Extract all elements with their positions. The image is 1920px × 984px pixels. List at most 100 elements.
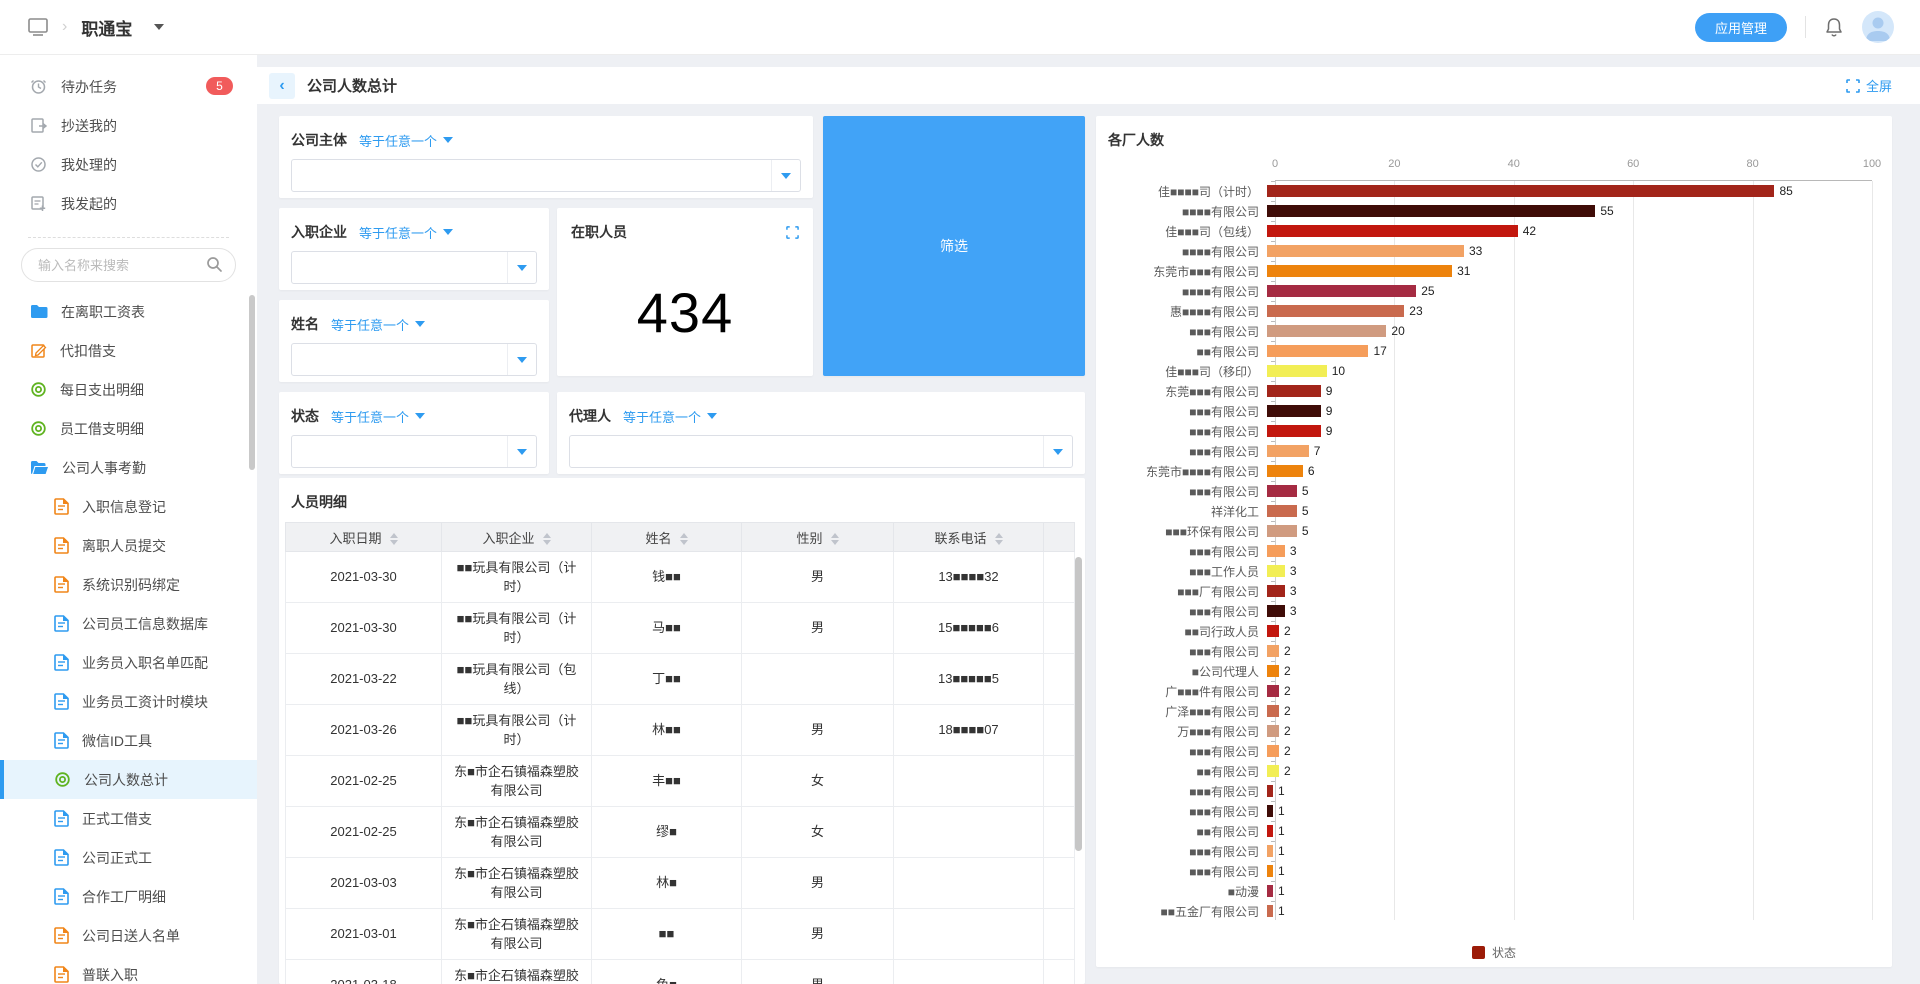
chart-bar-row-24[interactable]: ■公司代理人 2 bbox=[1096, 661, 1876, 681]
sidebar-item-3[interactable]: 员工借支明细 bbox=[0, 409, 257, 448]
chart-bar-row-14[interactable]: 东莞市■■■■有限公司 6 bbox=[1096, 461, 1876, 481]
chart-legend[interactable]: 状态 bbox=[1096, 944, 1892, 961]
column-header-0[interactable]: 入职日期 bbox=[285, 522, 442, 552]
name-select[interactable] bbox=[291, 343, 537, 376]
chart-bar-row-27[interactable]: 万■■■有限公司 2 bbox=[1096, 721, 1876, 741]
app-manage-button[interactable]: 应用管理 bbox=[1694, 12, 1787, 42]
hiring-company-select[interactable] bbox=[291, 251, 537, 284]
chart-bar-row-1[interactable]: ■■■■有限公司 55 bbox=[1096, 201, 1876, 221]
fullscreen-button[interactable]: 全屏 bbox=[1846, 67, 1892, 104]
app-title[interactable]: 职通宝 bbox=[81, 19, 133, 39]
filter-operator[interactable]: 等于任意一个 bbox=[331, 315, 426, 334]
filter-operator[interactable]: 等于任意一个 bbox=[359, 131, 454, 150]
chart-bar-row-35[interactable]: ■动漫 1 bbox=[1096, 881, 1876, 901]
chart-bar-row-0[interactable]: 佳■■■■司（计时） 85 bbox=[1096, 181, 1876, 201]
notification-bell-icon[interactable] bbox=[1824, 16, 1844, 38]
table-row-1[interactable]: 2021-03-30 ■■玩具有限公司（计时） 马■■ 男 15■■■■■6 bbox=[285, 602, 1075, 654]
desktop-icon[interactable] bbox=[28, 18, 48, 36]
chart-bar-row-10[interactable]: 东莞■■■有限公司 9 bbox=[1096, 381, 1876, 401]
chart-bar-row-26[interactable]: 广泽■■■有限公司 2 bbox=[1096, 701, 1876, 721]
sort-icon[interactable] bbox=[830, 533, 839, 546]
sidebar-quick-item-0[interactable]: 待办任务 5 bbox=[0, 67, 257, 106]
app-switcher-caret-icon[interactable] bbox=[154, 24, 165, 30]
sidebar-quick-item-3[interactable]: 我发起的 bbox=[0, 184, 257, 223]
chart-bar-row-6[interactable]: 惠■■■■有限公司 23 bbox=[1096, 301, 1876, 321]
chart-bar-row-7[interactable]: ■■■有限公司 20 bbox=[1096, 321, 1876, 341]
filter-operator[interactable]: 等于任意一个 bbox=[359, 223, 454, 242]
select-caret-icon[interactable] bbox=[1043, 436, 1072, 467]
sidebar-item-10[interactable]: 业务员工资计时模块 bbox=[0, 682, 257, 721]
sidebar-item-13[interactable]: 正式工借支 bbox=[0, 799, 257, 838]
filter-operator[interactable]: 等于任意一个 bbox=[623, 407, 718, 426]
sidebar-quick-item-1[interactable]: 抄送我的 bbox=[0, 106, 257, 145]
agent-select[interactable] bbox=[569, 435, 1073, 468]
column-header-1[interactable]: 入职企业 bbox=[441, 522, 592, 552]
chart-bar-row-21[interactable]: ■■■有限公司 3 bbox=[1096, 601, 1876, 621]
sidebar-item-6[interactable]: 离职人员提交 bbox=[0, 526, 257, 565]
select-caret-icon[interactable] bbox=[507, 436, 536, 467]
back-button[interactable]: ‹ bbox=[269, 72, 295, 99]
chart-bar-row-31[interactable]: ■■■有限公司 1 bbox=[1096, 801, 1876, 821]
chart-bar-row-29[interactable]: ■■有限公司 2 bbox=[1096, 761, 1876, 781]
chart-bar-row-12[interactable]: ■■■有限公司 9 bbox=[1096, 421, 1876, 441]
sort-icon[interactable] bbox=[542, 533, 551, 546]
chart-bar-row-9[interactable]: 佳■■■司（移印） 10 bbox=[1096, 361, 1876, 381]
select-caret-icon[interactable] bbox=[507, 252, 536, 283]
table-row-3[interactable]: 2021-03-26 ■■玩具有限公司（计时） 林■■ 男 18■■■■07 bbox=[285, 704, 1075, 756]
sidebar-item-15[interactable]: 合作工厂明细 bbox=[0, 877, 257, 916]
table-row-8[interactable]: 2021-03-18东■市企石镇福森塑胶有限公司色■男 bbox=[285, 959, 1075, 984]
search-icon[interactable] bbox=[206, 256, 223, 273]
sidebar-search-input[interactable] bbox=[21, 248, 236, 282]
chart-bar-row-30[interactable]: ■■■有限公司 1 bbox=[1096, 781, 1876, 801]
sidebar-item-5[interactable]: 入职信息登记 bbox=[0, 487, 257, 526]
sidebar-item-7[interactable]: 系统识别码绑定 bbox=[0, 565, 257, 604]
expand-icon[interactable] bbox=[786, 225, 799, 239]
column-header-2[interactable]: 姓名 bbox=[591, 522, 742, 552]
table-row-2[interactable]: 2021-03-22 ■■玩具有限公司（包线） 丁■■ 13■■■■■5 bbox=[285, 653, 1075, 705]
company-entity-select[interactable] bbox=[291, 159, 801, 192]
sidebar-item-8[interactable]: 公司员工信息数据库 bbox=[0, 604, 257, 643]
table-row-4[interactable]: 2021-02-25 东■市企石镇福森塑胶有限公司 丰■■ 女 bbox=[285, 755, 1075, 807]
sidebar-item-16[interactable]: 公司日送人名单 bbox=[0, 916, 257, 955]
chart-bar-row-36[interactable]: ■■五金厂有限公司 1 bbox=[1096, 901, 1876, 921]
sidebar-item-0[interactable]: 在离职工资表 bbox=[0, 292, 257, 331]
column-header-4[interactable]: 联系电话 bbox=[893, 522, 1044, 552]
chart-bar-row-22[interactable]: ■■司行政人员 2 bbox=[1096, 621, 1876, 641]
sidebar-scrollbar[interactable] bbox=[249, 295, 255, 470]
chart-bar-row-13[interactable]: ■■■有限公司 7 bbox=[1096, 441, 1876, 461]
table-row-0[interactable]: 2021-03-30 ■■玩具有限公司（计时） 钱■■ 男 13■■■■32 bbox=[285, 551, 1075, 603]
table-scrollbar[interactable] bbox=[1075, 557, 1082, 851]
chart-bar-row-28[interactable]: ■■■有限公司 2 bbox=[1096, 741, 1876, 761]
chart-bar-row-32[interactable]: ■■有限公司 1 bbox=[1096, 821, 1876, 841]
sidebar-quick-item-2[interactable]: 我处理的 bbox=[0, 145, 257, 184]
sort-icon[interactable] bbox=[994, 533, 1003, 546]
sidebar-item-12-selected[interactable]: 公司人数总计 bbox=[0, 760, 257, 799]
chart-bar-row-2[interactable]: 佳■■■司（包线） 42 bbox=[1096, 221, 1876, 241]
chart-bar-row-15[interactable]: ■■■有限公司 5 bbox=[1096, 481, 1876, 501]
chart-bar-row-11[interactable]: ■■■有限公司 9 bbox=[1096, 401, 1876, 421]
chart-bar-row-16[interactable]: 祥洋化工 5 bbox=[1096, 501, 1876, 521]
chart-bar-row-18[interactable]: ■■■有限公司 3 bbox=[1096, 541, 1876, 561]
filter-operator[interactable]: 等于任意一个 bbox=[331, 407, 426, 426]
sidebar-item-17[interactable]: 普联入职 bbox=[0, 955, 257, 984]
chart-bar-row-8[interactable]: ■■有限公司 17 bbox=[1096, 341, 1876, 361]
sidebar-item-14[interactable]: 公司正式工 bbox=[0, 838, 257, 877]
chart-bar-row-25[interactable]: 广■■■件有限公司 2 bbox=[1096, 681, 1876, 701]
status-select[interactable] bbox=[291, 435, 537, 468]
chart-bar-row-33[interactable]: ■■■有限公司 1 bbox=[1096, 841, 1876, 861]
sort-icon[interactable] bbox=[389, 533, 398, 546]
chart-bar-row-5[interactable]: ■■■■有限公司 25 bbox=[1096, 281, 1876, 301]
sidebar-item-9[interactable]: 业务员入职名单匹配 bbox=[0, 643, 257, 682]
chart-bar-row-4[interactable]: 东莞市■■■有限公司 31 bbox=[1096, 261, 1876, 281]
select-caret-icon[interactable] bbox=[507, 344, 536, 375]
chart-bar-row-17[interactable]: ■■■环保有限公司 5 bbox=[1096, 521, 1876, 541]
table-row-6[interactable]: 2021-03-03 东■市企石镇福森塑胶有限公司 林■ 男 bbox=[285, 857, 1075, 909]
sidebar-item-1[interactable]: 代扣借支 bbox=[0, 331, 257, 370]
chart-bar-row-34[interactable]: ■■■有限公司 1 bbox=[1096, 861, 1876, 881]
sidebar-item-11[interactable]: 微信ID工具 bbox=[0, 721, 257, 760]
table-row-5[interactable]: 2021-02-25 东■市企石镇福森塑胶有限公司 缪■ 女 bbox=[285, 806, 1075, 858]
sidebar-item-2[interactable]: 每日支出明细 bbox=[0, 370, 257, 409]
sort-icon[interactable] bbox=[679, 533, 688, 546]
chart-bar-row-3[interactable]: ■■■■有限公司 33 bbox=[1096, 241, 1876, 261]
column-header-3[interactable]: 性别 bbox=[741, 522, 894, 552]
